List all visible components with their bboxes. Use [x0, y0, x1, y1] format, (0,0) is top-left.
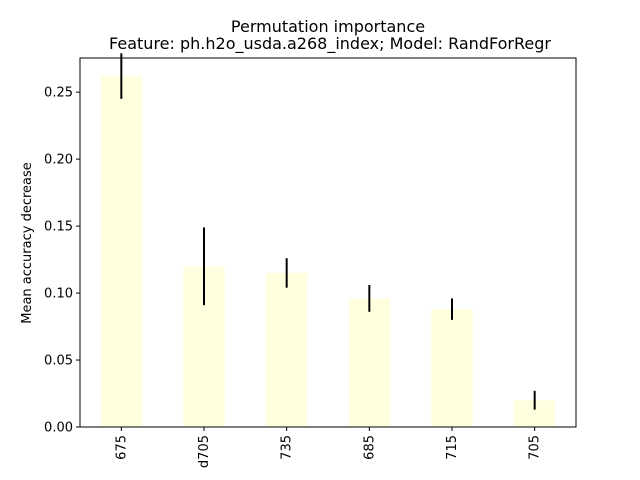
chart-subtitle: Feature: ph.h2o_usda.a268_index; Model: … — [109, 34, 551, 54]
error-bars-group — [120, 53, 536, 410]
x-tick-label: 675 — [114, 435, 129, 460]
x-tick-label: 735 — [280, 435, 295, 460]
y-axis: 0.00 0.05 0.10 0.15 0.20 0.25 — [44, 86, 80, 436]
bars-group — [100, 76, 556, 428]
x-tick-label: 685 — [362, 435, 377, 460]
y-tick-label: 0.25 — [44, 86, 73, 101]
bar-685 — [348, 298, 390, 427]
x-axis: 675 d705 735 685 715 705 — [114, 427, 543, 468]
bar-735 — [266, 272, 308, 427]
bar-715 — [431, 309, 473, 427]
x-tick-label: 705 — [528, 435, 543, 460]
x-tick-label: 715 — [445, 435, 460, 460]
y-tick-label: 0.00 — [44, 421, 73, 436]
y-tick-label: 0.10 — [44, 287, 73, 302]
y-tick-label: 0.20 — [44, 153, 73, 168]
x-tick-label: d705 — [197, 435, 212, 468]
plot-frame — [79, 57, 577, 428]
chart-title: Permutation importance — [231, 17, 425, 36]
y-tick-label: 0.15 — [44, 220, 73, 235]
y-tick-label: 0.05 — [44, 354, 73, 369]
y-axis-label: Mean accuracy decrease — [20, 162, 35, 324]
bar-675 — [100, 76, 142, 428]
